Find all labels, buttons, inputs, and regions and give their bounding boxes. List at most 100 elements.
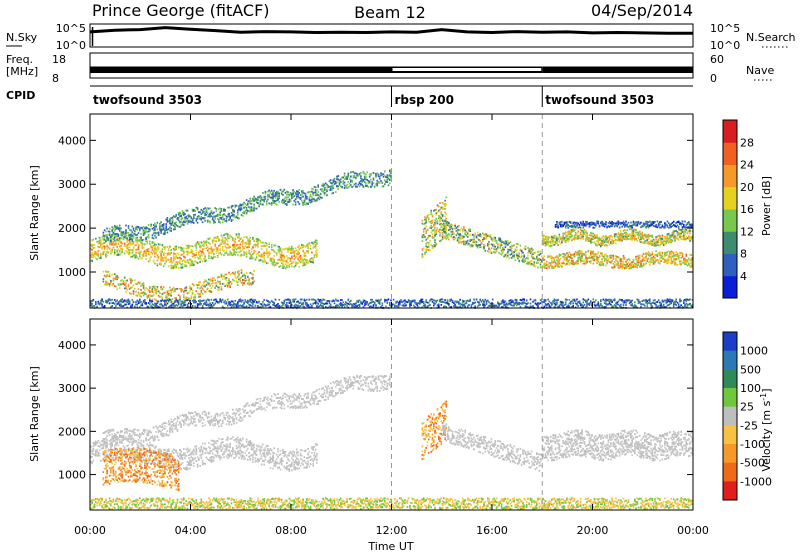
power-cell <box>267 199 269 201</box>
power-cell <box>219 214 221 216</box>
power-cell <box>355 303 357 305</box>
power-cell <box>149 298 151 300</box>
power-cell <box>223 276 225 278</box>
power-cell <box>246 254 248 256</box>
power-cell <box>242 300 244 302</box>
power-cell <box>203 211 205 213</box>
power-cell <box>222 278 224 280</box>
power-cell <box>382 305 384 307</box>
power-cell <box>476 241 478 243</box>
power-cell <box>232 219 234 221</box>
power-cell <box>569 305 571 307</box>
power-cell <box>197 218 199 220</box>
power-cell <box>521 256 523 258</box>
power-cell <box>153 260 155 262</box>
power-cell <box>95 301 97 303</box>
power-cell <box>173 260 175 262</box>
power-cell <box>238 234 240 236</box>
power-cell <box>448 239 450 241</box>
power-cell <box>137 237 139 239</box>
power-cell <box>634 301 636 303</box>
power-cell <box>281 250 283 252</box>
power-cell <box>235 274 237 276</box>
power-cell <box>378 174 380 176</box>
power-cell <box>110 280 112 282</box>
power-cell <box>145 255 147 257</box>
power-cell <box>495 237 497 239</box>
power-cell <box>242 239 244 241</box>
power-cell <box>507 240 509 242</box>
power-cell <box>199 256 201 258</box>
power-cell <box>108 271 110 273</box>
power-cell <box>273 255 275 257</box>
power-cell <box>346 184 348 186</box>
power-cell <box>199 296 201 298</box>
power-cell <box>179 296 181 298</box>
power-cell <box>482 299 484 301</box>
power-cell <box>204 256 206 258</box>
power-cell <box>247 203 249 205</box>
power-cell <box>148 224 150 226</box>
freq-left-label-2: [MHz] <box>6 65 38 78</box>
power-cell <box>238 274 240 276</box>
power-cell <box>476 299 478 301</box>
power-cell <box>108 239 110 241</box>
power-cell <box>241 269 243 271</box>
cpid-label: CPID <box>6 89 35 102</box>
power-cell <box>579 301 581 303</box>
power-cell <box>344 182 346 184</box>
power-cell <box>103 271 105 273</box>
power-cell <box>427 229 429 231</box>
power-cell <box>158 258 160 260</box>
power-cell <box>246 236 248 238</box>
power-cell <box>448 303 450 305</box>
power-cell <box>186 265 188 267</box>
power-cell <box>446 306 448 308</box>
power-cell <box>208 299 210 301</box>
power-cell <box>216 209 218 211</box>
power-cell <box>211 287 213 289</box>
power-cell <box>224 209 226 211</box>
freq-panel: Freq. [MHz] 18 8 60 0 Nave <box>6 53 774 85</box>
power-cell <box>172 298 174 300</box>
power-cell <box>158 248 160 250</box>
power-cell <box>235 300 237 302</box>
power-cell <box>109 302 111 304</box>
power-cell <box>507 253 509 255</box>
power-cell <box>145 258 147 260</box>
power-cell <box>241 209 243 211</box>
power-cell <box>133 251 135 253</box>
power-cell <box>373 172 375 174</box>
power-cell <box>183 247 185 249</box>
power-cell <box>273 259 275 261</box>
power-cell <box>282 194 284 196</box>
power-cell <box>132 239 134 241</box>
power-cell <box>454 237 456 239</box>
power-cell <box>243 247 245 249</box>
power-cell <box>572 302 574 304</box>
power-cell <box>187 299 189 301</box>
power-cell <box>286 302 288 304</box>
power-cell <box>150 225 152 227</box>
power-cell <box>296 255 298 257</box>
power-cell <box>363 186 365 188</box>
power-cell <box>148 306 150 308</box>
power-cell <box>286 199 288 201</box>
power-cell <box>154 223 156 225</box>
power-cell <box>398 306 400 308</box>
power-cell <box>522 252 524 254</box>
power-cell <box>227 243 229 245</box>
power-cell <box>556 304 558 306</box>
power-cell <box>299 203 301 205</box>
power-cell <box>224 242 226 244</box>
power-cell <box>148 252 150 254</box>
power-cell <box>219 283 221 285</box>
power-cell <box>114 299 116 301</box>
power-cell <box>202 293 204 295</box>
power-cell <box>115 242 117 244</box>
power-cell <box>226 251 228 253</box>
power-cell <box>248 246 250 248</box>
freq-right-label: Nave <box>746 64 774 77</box>
